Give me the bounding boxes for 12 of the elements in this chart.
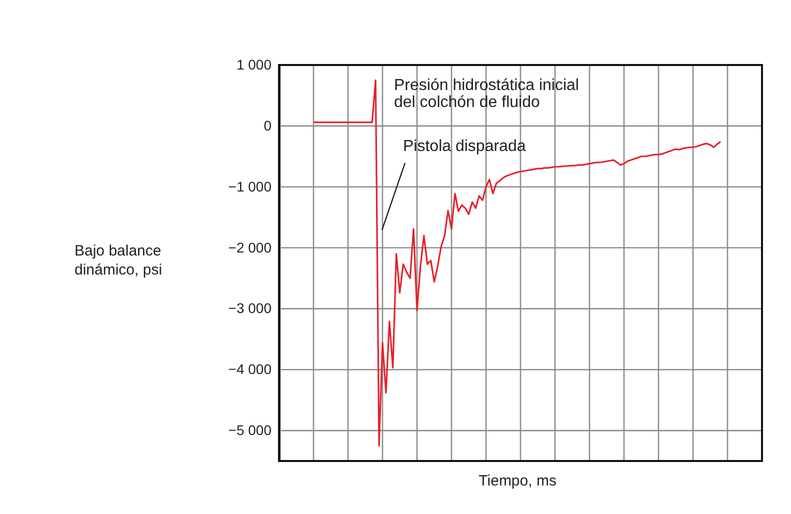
y-tick-label: 0 (264, 117, 272, 134)
y-tick-label: −2 000 (228, 239, 272, 256)
y-axis-title: Bajo balance dinámico, psi (74, 242, 162, 278)
y-tick-label: −4 000 (228, 361, 272, 378)
y-tick-label: −1 000 (228, 178, 272, 194)
y-tick-label: −5 000 (228, 422, 272, 438)
annotation: Pistola disparada (403, 138, 526, 155)
x-axis-title: Tiempo, ms (478, 472, 556, 490)
y-tick-label: −3 000 (228, 300, 272, 316)
line-series (312, 79, 722, 447)
y-tick-label: 1 000 (236, 56, 272, 72)
annotation: Presión hidrostática inicial del colchón de fluido (394, 77, 579, 111)
